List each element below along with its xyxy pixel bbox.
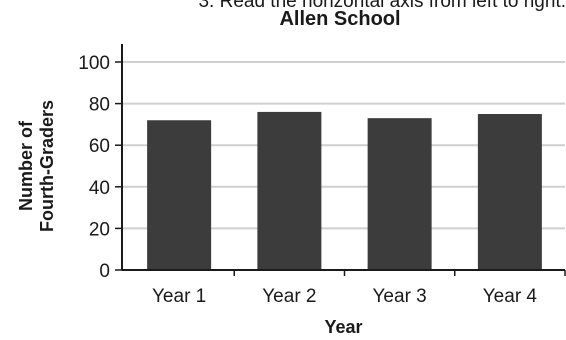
y-axis-title-line-1: Number of xyxy=(16,120,36,211)
y-axis-title: Number ofFourth-Graders xyxy=(16,100,57,232)
tick-labels: 0 20 40 60 80 100 Year 1 Year 2 Year 3 Year 4 xyxy=(78,53,537,307)
y-tick-label-80: 80 xyxy=(89,95,110,116)
x-tick-label-1: Year 1 xyxy=(152,286,206,307)
x-tick-label-3: Year 3 xyxy=(373,286,427,307)
x-tick-label-2: Year 2 xyxy=(262,286,316,307)
axes xyxy=(115,44,566,276)
bar-year-3 xyxy=(367,118,432,270)
bar-year-2 xyxy=(257,111,322,270)
y-tick-label-60: 60 xyxy=(89,136,110,157)
x-axis-title: Year xyxy=(324,317,362,337)
bar-year-1 xyxy=(147,120,212,271)
y-tick-label-100: 100 xyxy=(78,53,110,74)
bar-year-4 xyxy=(477,114,542,270)
x-tick-label-4: Year 4 xyxy=(483,286,538,307)
y-tick-label-40: 40 xyxy=(89,178,110,199)
bars xyxy=(147,111,542,271)
y-axis-title-line-2: Fourth-Graders xyxy=(37,100,57,232)
chart-title: Allen School xyxy=(279,8,401,30)
cropped-instruction-text: 3. Read the horizontal axis from left to… xyxy=(198,0,566,12)
y-tick-label-20: 20 xyxy=(89,219,110,240)
y-tick-label-0: 0 xyxy=(99,261,110,282)
